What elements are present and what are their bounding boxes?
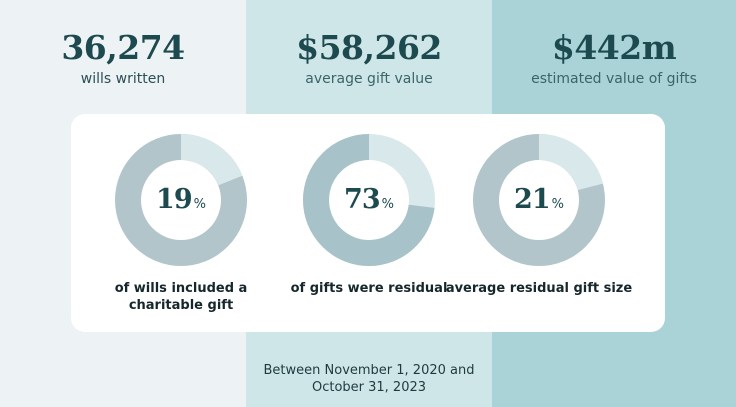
date-range-note: Between November 1, 2020 and October 31,… (246, 362, 492, 396)
stat-label: wills written (80, 71, 166, 87)
stat-label: average gift value (305, 71, 433, 87)
stat-value: 36,274 (61, 28, 185, 67)
donut-chart (473, 134, 605, 266)
donut-arc (115, 134, 247, 266)
stat-estimated-value: $442m estimated value of gifts (492, 28, 736, 88)
donut-residual-gift-size: 21% average residual gift size (429, 134, 649, 297)
percent-symbol: % (381, 197, 394, 212)
donut-wills-charitable: 19% of wills included a charitable gift (71, 134, 291, 314)
percent-symbol: % (551, 197, 564, 212)
percent-value: 19 (156, 184, 193, 215)
donut-gifts-residual: 73% of gifts were residual (259, 134, 479, 297)
donut-chart (115, 134, 247, 266)
caption-line: of gifts were residual (290, 281, 448, 296)
stat-wills-written: 36,274 wills written (0, 28, 246, 88)
donut-caption: average residual gift size (429, 280, 649, 297)
stat-average-gift-value: $58,262 average gift value (246, 28, 492, 88)
donut-arc (303, 134, 435, 266)
donut-percent: 21% (429, 184, 649, 215)
caption-line: charitable gift (128, 298, 234, 313)
caption-line: of wills included a (114, 281, 248, 296)
stat-label: estimated value of gifts (531, 71, 697, 87)
percent-symbol: % (193, 197, 206, 212)
percent-value: 73 (344, 184, 381, 215)
footer-line: Between November 1, 2020 and (263, 363, 475, 378)
donut-card: 19% of wills included a charitable gift … (71, 114, 665, 332)
stat-value: $442m (551, 28, 677, 67)
donut-percent: 19% (71, 184, 291, 215)
caption-line: average residual gift size (445, 281, 633, 296)
percent-value: 21 (514, 184, 551, 215)
donut-caption: of wills included a charitable gift (71, 280, 291, 314)
donut-chart (303, 134, 435, 266)
footer-line: October 31, 2023 (311, 380, 427, 395)
donut-percent: 73% (259, 184, 479, 215)
stat-value: $58,262 (296, 28, 442, 67)
donut-arc (473, 134, 605, 266)
donut-caption: of gifts were residual (259, 280, 479, 297)
